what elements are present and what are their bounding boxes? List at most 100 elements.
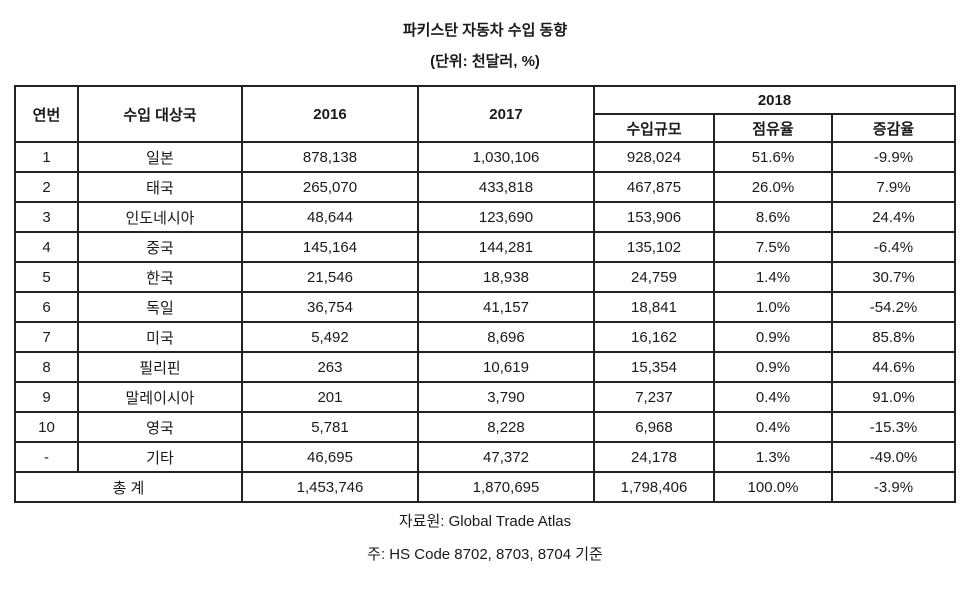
cell-no: 1	[13, 141, 79, 173]
hs-code-note: 주: HS Code 8702, 8703, 8704 기준	[367, 546, 603, 563]
cell-share_2018: 1.0%	[712, 291, 833, 323]
cell-y2016: 265,070	[240, 171, 419, 203]
table-row: 10 영국 5,781 8,228 6,968 0.4% -15.3%	[13, 411, 957, 443]
cell-country: 미국	[76, 321, 243, 353]
table-row: 9 말레이시아 201 3,790 7,237 0.4% 91.0%	[13, 381, 957, 413]
cell-no: 3	[13, 201, 79, 233]
cell-y2016: 263	[240, 351, 419, 383]
cell-no: 8	[13, 351, 79, 383]
cell-share_2018: 0.9%	[712, 351, 833, 383]
cell-y2016: 48,644	[240, 201, 419, 233]
cell-y2016: 36,754	[240, 291, 419, 323]
cell-growth_2018: 44.6%	[830, 351, 957, 383]
cell-volume_2018: 15,354	[592, 351, 715, 383]
table-row: 8 필리핀 263 10,619 15,354 0.9% 44.6%	[13, 351, 957, 383]
cell-y2016: 201	[240, 381, 419, 413]
cell-y2017: 433,818	[416, 171, 595, 203]
col-header-no: 연번	[13, 85, 79, 143]
cell-growth_2018: -49.0%	[830, 441, 957, 473]
cell-no: 5	[13, 261, 79, 293]
cell-y2016: 878,138	[240, 141, 419, 173]
cell-share_2018: 26.0%	[712, 171, 833, 203]
cell-country: 필리핀	[76, 351, 243, 383]
cell-no: 9	[13, 381, 79, 413]
cell-no: 6	[13, 291, 79, 323]
source-note: 자료원: Global Trade Atlas	[398, 513, 572, 530]
table-footer: 총 계 1,453,746 1,870,695 1,798,406 100.0%…	[13, 471, 957, 503]
table-row: 6 독일 36,754 41,157 18,841 1.0% -54.2%	[13, 291, 957, 323]
cell-y2017: 144,281	[416, 231, 595, 263]
cell-volume_2018: 16,162	[592, 321, 715, 353]
cell-no: 2	[13, 171, 79, 203]
table-row: - 기타 46,695 47,372 24,178 1.3% -49.0%	[13, 441, 957, 473]
cell-country: 기타	[76, 441, 243, 473]
cell-no: -	[13, 441, 79, 473]
cell-share_2018: 8.6%	[712, 201, 833, 233]
cell-growth_2018: 7.9%	[830, 171, 957, 203]
cell-growth_2018: -54.2%	[830, 291, 957, 323]
cell-y2016: 5,781	[240, 411, 419, 443]
page-title: 파키스탄 자동차 수입 동향	[402, 22, 568, 39]
table-row: 7 미국 5,492 8,696 16,162 0.9% 85.8%	[13, 321, 957, 353]
cell-share_2018: 7.5%	[712, 231, 833, 263]
header-row-1: 연번 수입 대상국 2016 2017 2018	[13, 85, 957, 143]
cell-volume_2018: 24,178	[592, 441, 715, 473]
total-row: 총 계 1,453,746 1,870,695 1,798,406 100.0%…	[13, 471, 957, 503]
cell-country: 영국	[76, 411, 243, 443]
cell-share_2018: 0.9%	[712, 321, 833, 353]
cell-country: 한국	[76, 261, 243, 293]
cell-growth_2018: 85.8%	[830, 321, 957, 353]
cell-y2017: 8,228	[416, 411, 595, 443]
cell-y2016: 5,492	[240, 321, 419, 353]
unit-note: (단위: 천달러, %)	[430, 53, 540, 70]
cell-share_2018: 0.4%	[712, 381, 833, 413]
table-row: 1 일본 878,138 1,030,106 928,024 51.6% -9.9%	[13, 141, 957, 173]
col-header-import-volume: 수입규모	[592, 113, 715, 143]
col-header-2018-group: 2018	[592, 85, 957, 115]
cell-growth_2018: 24.4%	[830, 201, 957, 233]
cell-volume_2018: 928,024	[592, 141, 715, 173]
cell-volume_2018: 24,759	[592, 261, 715, 293]
col-header-2017: 2017	[416, 85, 595, 143]
cell-y2016: 21,546	[240, 261, 419, 293]
total-share: 100.0%	[712, 471, 833, 503]
cell-growth_2018: 91.0%	[830, 381, 957, 413]
col-header-growth: 증감율	[830, 113, 957, 143]
total-label: 총 계	[13, 471, 243, 503]
cell-y2017: 8,696	[416, 321, 595, 353]
cell-y2017: 1,030,106	[416, 141, 595, 173]
total-growth: -3.9%	[830, 471, 957, 503]
cell-country: 독일	[76, 291, 243, 323]
cell-volume_2018: 6,968	[592, 411, 715, 443]
col-header-share: 점유율	[712, 113, 833, 143]
cell-no: 7	[13, 321, 79, 353]
total-import-volume: 1,798,406	[592, 471, 715, 503]
cell-volume_2018: 467,875	[592, 171, 715, 203]
total-2016: 1,453,746	[240, 471, 419, 503]
cell-share_2018: 0.4%	[712, 411, 833, 443]
cell-country: 태국	[76, 171, 243, 203]
cell-volume_2018: 18,841	[592, 291, 715, 323]
table-header: 연번 수입 대상국 2016 2017 2018 수입규모 점유율 증감율	[13, 85, 957, 143]
cell-y2017: 47,372	[416, 441, 595, 473]
table-row: 5 한국 21,546 18,938 24,759 1.4% 30.7%	[13, 261, 957, 293]
cell-country: 일본	[76, 141, 243, 173]
cell-volume_2018: 135,102	[592, 231, 715, 263]
cell-y2017: 41,157	[416, 291, 595, 323]
cell-growth_2018: -6.4%	[830, 231, 957, 263]
cell-country: 중국	[76, 231, 243, 263]
header-row-2: 수입규모 점유율 증감율	[15, 113, 957, 143]
cell-no: 4	[13, 231, 79, 263]
cell-volume_2018: 7,237	[592, 381, 715, 413]
table-body: 1 일본 878,138 1,030,106 928,024 51.6% -9.9% 2 태국 2…	[13, 141, 957, 473]
cell-y2017: 3,790	[416, 381, 595, 413]
cell-growth_2018: -15.3%	[830, 411, 957, 443]
cell-y2017: 123,690	[416, 201, 595, 233]
cell-y2017: 18,938	[416, 261, 595, 293]
cell-y2016: 145,164	[240, 231, 419, 263]
col-header-2016: 2016	[240, 85, 419, 143]
cell-share_2018: 1.3%	[712, 441, 833, 473]
cell-growth_2018: 30.7%	[830, 261, 957, 293]
